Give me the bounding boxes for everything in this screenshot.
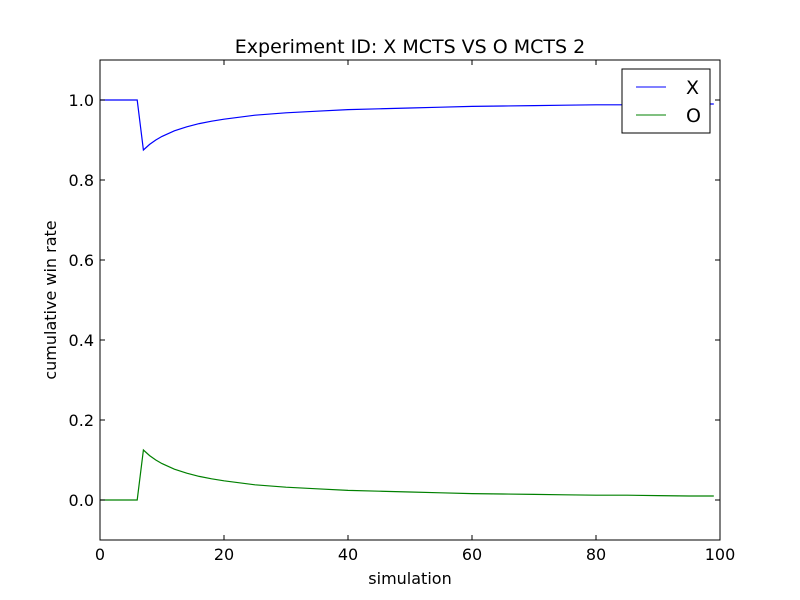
y-tick-label: 0.6	[69, 251, 94, 270]
plot-frame	[99, 59, 721, 541]
x-tick-label: 40	[338, 545, 358, 564]
y-tick-label: 1.0	[69, 91, 94, 110]
x-axis-label: simulation	[368, 569, 451, 588]
y-axis-label: cumulative win rate	[41, 220, 60, 379]
x-tick-label: 0	[95, 545, 105, 564]
legend-label-x: X	[686, 77, 699, 99]
x-axis-ticks: 0 20 40 60 80 100	[95, 60, 735, 564]
x-tick-label: 60	[462, 545, 482, 564]
plot-lines	[100, 99, 714, 501]
series-line-o	[100, 448, 714, 501]
legend-box	[621, 68, 711, 134]
x-tick-label: 20	[214, 545, 234, 564]
y-axis-ticks: 0.0 0.2 0.4 0.6 0.8 1.0	[69, 91, 720, 510]
y-tick-label: 0.8	[69, 171, 94, 190]
x-tick-label: 100	[705, 545, 736, 564]
y-tick-label: 0.2	[69, 411, 94, 430]
y-tick-label: 0.0	[69, 491, 94, 510]
legend-label-o: O	[686, 105, 701, 127]
legend: X O	[621, 68, 711, 134]
x-tick-label: 80	[586, 545, 606, 564]
y-tick-label: 0.4	[69, 331, 94, 350]
series-line-x	[100, 99, 714, 152]
chart-title: Experiment ID: X MCTS VS O MCTS 2	[235, 36, 585, 58]
